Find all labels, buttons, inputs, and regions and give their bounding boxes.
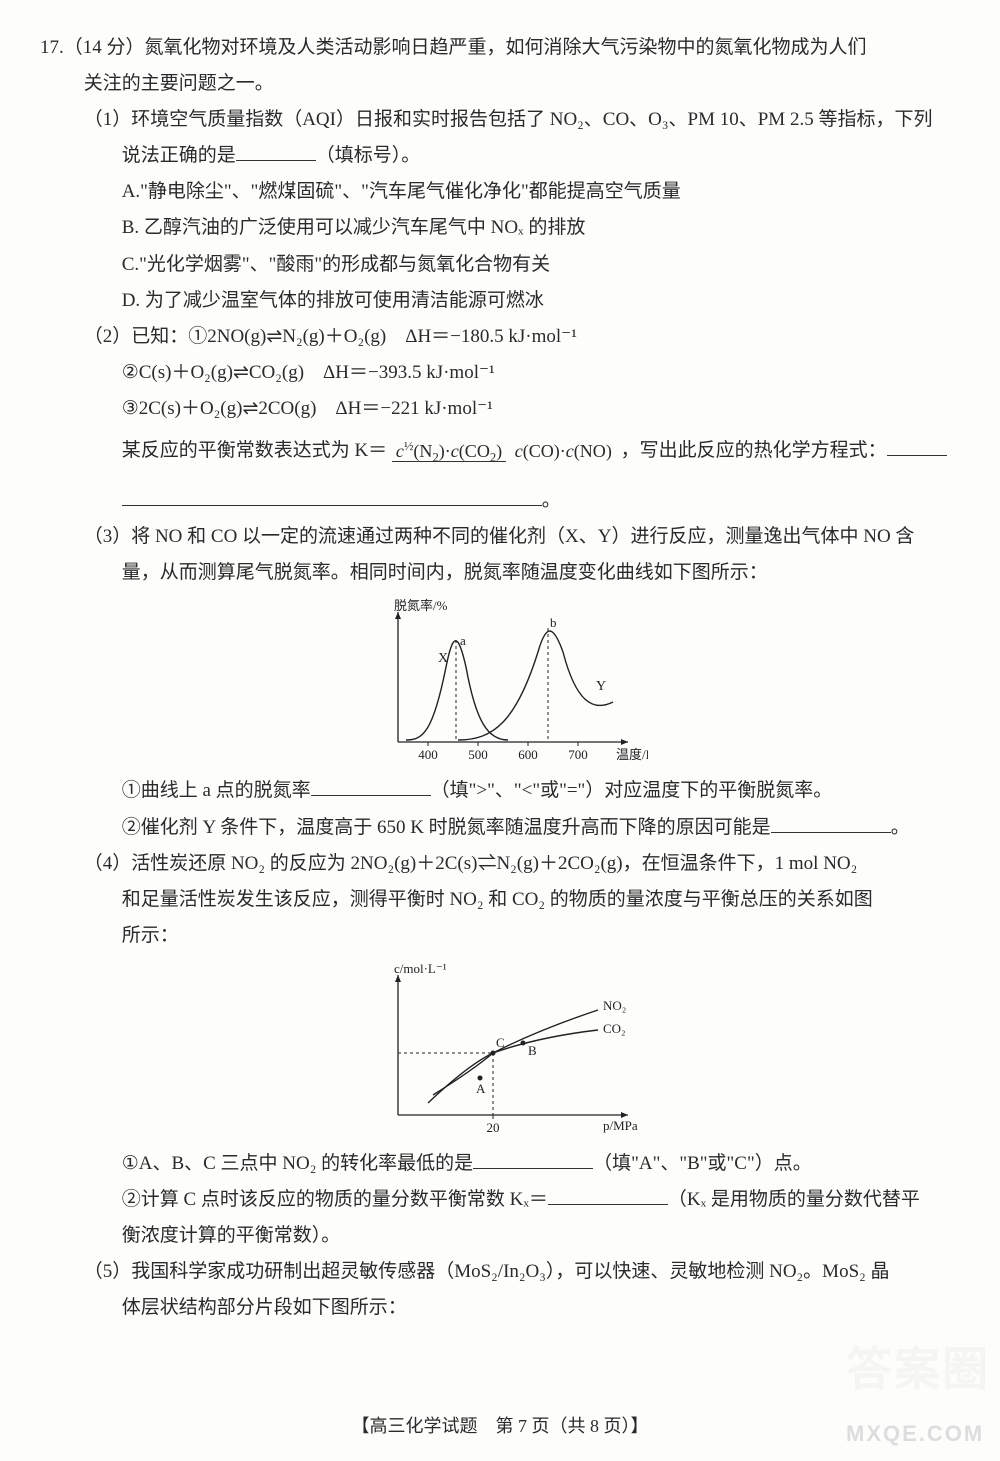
svg-text:CO₂: CO₂	[603, 1021, 626, 1036]
part1-label: （1）	[84, 109, 132, 130]
blank-field	[887, 435, 947, 456]
svg-text:B: B	[528, 1043, 537, 1058]
k-text-a: 某反应的平衡常数表达式为 K＝	[122, 440, 387, 461]
fraction: c½(N2)·c(CO2) c(CO)·c(NO)	[392, 439, 616, 465]
svg-text:20: 20	[486, 1120, 499, 1135]
frac-bot: c(CO)·c(NO)	[511, 441, 616, 461]
p4q2b: （Kₓ 是用物质的量分数代替平	[668, 1189, 920, 1210]
part4-q1: ①A、B、C 三点中 NO₂ 的转化率最低的是 （填"A"、"B"或"C"）点。	[40, 1146, 955, 1182]
blank-field	[771, 812, 891, 833]
denitration-rate-chart: 400 500 600 700 温度/K 脱氮率/% X a Y b	[348, 597, 648, 767]
option-d: D. 为了减少温室气体的排放可使用清洁能源可燃冰	[40, 283, 955, 319]
question-17: 17.（14 分）氮氧化物对环境及人类活动影响日趋严重，如何消除大气污染物中的氮…	[40, 30, 955, 1326]
frac-top: c½(N2)·c(CO2)	[392, 441, 506, 462]
part4-q2-line2: 衡浓度计算的平衡常数）。	[40, 1218, 955, 1254]
part1-text-c: （填标号）。	[316, 145, 421, 166]
blank-field	[122, 485, 542, 506]
part1-text-a: 环境空气质量指数（AQI）日报和实时报告包括了 NO₂、CO、O₃、PM 10、…	[131, 109, 932, 130]
watermark-cn: 答案圈	[846, 1326, 990, 1413]
option-a: A."静电除尘"、"燃煤固硫"、"汽车尾气催化净化"都能提高空气质量	[40, 174, 955, 210]
part4-q2-line1: ②计算 C 点时该反应的物质的量分数平衡常数 Kₓ＝ （Kₓ 是用物质的量分数代替…	[40, 1182, 955, 1218]
question-number: 17.	[40, 37, 64, 58]
part5-label: （5）	[84, 1261, 132, 1282]
svg-text:p/MPa: p/MPa	[603, 1118, 638, 1133]
svg-text:X: X	[438, 651, 448, 666]
part3-line2: 量，从而测算尾气脱氮率。相同时间内，脱氮率随温度变化曲线如下图所示：	[40, 555, 955, 591]
part2-lead: （2）已知：①2NO(g)⇌N₂(g)＋O₂(g) ΔH＝−180.5 kJ·m…	[40, 319, 955, 355]
svg-text:500: 500	[468, 747, 488, 762]
p4q1a: ①A、B、C 三点中 NO₂ 的转化率最低的是	[122, 1153, 473, 1174]
part3-text-a: 将 NO 和 CO 以一定的流速通过两种不同的催化剂（X、Y）进行反应，测量逸出…	[131, 526, 914, 547]
svg-text:温度/K: 温度/K	[616, 747, 648, 762]
part5-line1: （5）我国科学家成功研制出超灵敏传感器（MoS₂/In₂O₃），可以快速、灵敏地…	[40, 1254, 955, 1290]
svg-text:a: a	[460, 633, 466, 648]
p3q2b: 。	[891, 817, 910, 838]
blank-field	[311, 776, 431, 797]
blank-field	[548, 1184, 668, 1205]
question-intro-line2: 关注的主要问题之一。	[40, 66, 955, 102]
part2-eq1: ①2NO(g)⇌N₂(g)＋O₂(g) ΔH＝−180.5 kJ·mol⁻¹	[188, 326, 577, 347]
svg-text:700: 700	[568, 747, 588, 762]
option-c: C."光化学烟雾"、"酸雨"的形成都与氮氧化合物有关	[40, 247, 955, 283]
p3q2a: ②催化剂 Y 条件下，温度高于 650 K 时脱氮率随温度升高而下降的原因可能是	[122, 817, 771, 838]
blank-field	[236, 140, 316, 161]
points: （14 分）	[64, 37, 145, 58]
part3-q1: ①曲线上 a 点的脱氮率 （填">"、"<"或"="）对应温度下的平衡脱氮率。	[40, 773, 955, 809]
svg-text:c/mol·L⁻¹: c/mol·L⁻¹	[394, 961, 447, 976]
part4-line3: 所示：	[40, 918, 955, 954]
svg-text:b: b	[550, 615, 557, 630]
svg-text:Y: Y	[596, 679, 606, 694]
p3q1b: （填">"、"<"或"="）对应温度下的平衡脱氮率。	[431, 780, 833, 801]
part3-label: （3）	[84, 526, 132, 547]
svg-text:脱氮率/%: 脱氮率/%	[394, 598, 448, 613]
part2-label: （2）	[84, 326, 132, 347]
p3q1a: ①曲线上 a 点的脱氮率	[122, 780, 311, 801]
p4q1b: （填"A"、"B"或"C"）点。	[593, 1153, 812, 1174]
part4-line2: 和足量活性炭发生该反应，测得平衡时 NO₂ 和 CO₂ 的物质的量浓度与平衡总压…	[40, 882, 955, 918]
part2-lead-text: 已知：	[131, 326, 188, 347]
option-b: B. 乙醇汽油的广泛使用可以减少汽车尾气中 NOₓ 的排放	[40, 210, 955, 246]
concentration-pressure-chart: c/mol·L⁻¹ p/MPa 20 NO₂ CO₂ A B C	[338, 960, 658, 1140]
part4-text-a: 活性炭还原 NO₂ 的反应为 2NO₂(g)＋2C(s)⇌N₂(g)＋2CO₂(…	[131, 853, 857, 874]
intro1: 氮氧化物对环境及人类活动影响日趋严重，如何消除大气污染物中的氮氧化物成为人们	[145, 37, 867, 58]
part2-k: 某反应的平衡常数表达式为 K＝ c½(N2)·c(CO2) c(CO)·c(NO…	[40, 433, 955, 469]
svg-text:400: 400	[418, 747, 438, 762]
part2-eq2: ②C(s)＋O₂(g)⇌CO₂(g) ΔH＝−393.5 kJ·mol⁻¹	[40, 355, 955, 391]
part1-line2: 说法正确的是 （填标号）。	[40, 138, 955, 174]
part2-eq3: ③2C(s)＋O₂(g)⇌2CO(g) ΔH＝−221 kJ·mol⁻¹	[40, 391, 955, 427]
part3-q2: ②催化剂 Y 条件下，温度高于 650 K 时脱氮率随温度升高而下降的原因可能是…	[40, 810, 955, 846]
question-intro-line1: 17.（14 分）氮氧化物对环境及人类活动影响日趋严重，如何消除大气污染物中的氮…	[40, 30, 955, 66]
blank-field	[473, 1148, 593, 1169]
part4-line1: （4）活性炭还原 NO₂ 的反应为 2NO₂(g)＋2C(s)⇌N₂(g)＋2C…	[40, 846, 955, 882]
part4-label: （4）	[84, 853, 132, 874]
k-text-b: ，写出此反应的热化学方程式：	[621, 440, 887, 461]
svg-text:C: C	[496, 1035, 505, 1050]
period: 。	[542, 490, 561, 511]
svg-text:NO₂: NO₂	[603, 998, 626, 1013]
p4q2a: ②计算 C 点时该反应的物质的量分数平衡常数 Kₓ＝	[122, 1189, 548, 1210]
svg-text:600: 600	[518, 747, 538, 762]
part5-text-a: 我国科学家成功研制出超灵敏传感器（MoS₂/In₂O₃），可以快速、灵敏地检测 …	[131, 1261, 889, 1282]
page-footer: 【高三化学试题 第 7 页（共 8 页）】	[0, 1409, 1000, 1443]
part1-text-b: 说法正确的是	[122, 145, 236, 166]
part3-line1: （3）将 NO 和 CO 以一定的流速通过两种不同的催化剂（X、Y）进行反应，测…	[40, 519, 955, 555]
part1-line1: （1）环境空气质量指数（AQI）日报和实时报告包括了 NO₂、CO、O₃、PM …	[40, 102, 955, 138]
part5-line2: 体层状结构部分片段如下图所示：	[40, 1290, 955, 1326]
svg-text:A: A	[476, 1081, 486, 1096]
part2-blankline: 。	[40, 483, 955, 519]
